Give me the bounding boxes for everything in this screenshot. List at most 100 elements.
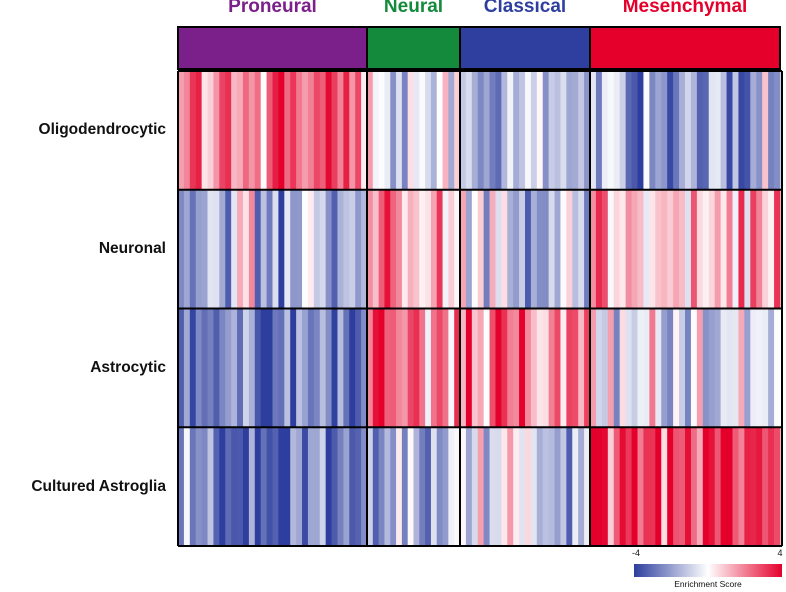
heatmap-cell (536, 71, 544, 190)
heatmap-cell (768, 308, 775, 428)
heatmap-cell (396, 308, 403, 428)
heatmap-cell (601, 308, 609, 428)
heatmap-cell (702, 71, 710, 190)
heatmap-cell (401, 427, 409, 546)
heatmap-cell (425, 308, 432, 428)
heatmap-cell (436, 427, 443, 546)
heatmap-cell (477, 189, 485, 309)
heatmap-cell (471, 427, 479, 546)
heatmap-cell (337, 308, 344, 428)
heatmap-cell (254, 427, 262, 546)
heatmap-cell (213, 427, 220, 546)
subtype-bar-proneural (177, 26, 368, 70)
heatmap-cell (690, 427, 698, 546)
heatmap-cell (696, 189, 704, 309)
heatmap-cell (513, 427, 520, 546)
row-label-astrocytic: Astrocytic (90, 358, 166, 376)
heatmap-cell (313, 71, 321, 190)
heatmap-cell (349, 308, 356, 428)
heatmap-cell (685, 189, 692, 309)
heatmap-cell (554, 189, 561, 309)
heatmap-cell (260, 189, 267, 309)
heatmap-cell (290, 308, 297, 428)
heatmap-cell (302, 308, 309, 428)
heatmap-cell (613, 71, 621, 190)
heatmap-cell (343, 308, 350, 428)
heatmap-cell (419, 427, 426, 546)
heatmap-cell (178, 427, 185, 546)
heatmap-cell (290, 189, 297, 309)
heatmap-cell (685, 308, 692, 428)
heatmap-cell (507, 71, 514, 190)
heatmap-cell (720, 71, 727, 190)
heatmap-cell (744, 189, 751, 309)
heatmap-cell (396, 427, 403, 546)
heatmap-cell (542, 427, 550, 546)
heatmap-cell (242, 308, 250, 428)
heatmap-cell (519, 71, 526, 190)
heatmap-cell (673, 189, 680, 309)
heatmap-cell (679, 71, 686, 190)
heatmap-cell (548, 308, 555, 428)
heatmap-cell (183, 427, 191, 546)
heatmap-cell (572, 308, 579, 428)
heatmap-cell (237, 189, 244, 309)
heatmap-cell (296, 71, 303, 190)
heatmap-cell (465, 189, 473, 309)
heatmap-cell (413, 427, 420, 546)
heatmap-cell (465, 427, 473, 546)
heatmap-cell (726, 71, 733, 190)
heatmap-cell (696, 308, 704, 428)
row-label-cultured-astroglia: Cultured Astroglia (31, 477, 166, 495)
heatmap-cell (590, 189, 597, 309)
heatmap-cell (425, 71, 432, 190)
heatmap-cell (407, 308, 414, 428)
heatmap-cell (361, 308, 368, 428)
heatmap-cell (667, 189, 674, 309)
heatmap-cell (489, 308, 496, 428)
heatmap-cell (195, 71, 203, 190)
heatmap-cell (471, 308, 479, 428)
heatmap-cell (231, 427, 238, 546)
heatmap-cell (489, 71, 496, 190)
heatmap-cell (501, 71, 508, 190)
subtype-label-proneural: Proneural (228, 0, 317, 17)
heatmap-cell (566, 308, 573, 428)
heatmap-cell (372, 71, 380, 190)
heatmap-cell (337, 427, 344, 546)
heatmap-cell (349, 71, 356, 190)
heatmap-cell (325, 189, 332, 309)
heatmap-cell (407, 71, 414, 190)
heatmap-cell (460, 427, 467, 546)
heatmap-cell (213, 308, 220, 428)
heatmap-cell (372, 189, 380, 309)
heatmap-cell (183, 71, 191, 190)
heatmap-cell (367, 308, 374, 428)
heatmap-cell (554, 71, 561, 190)
heatmap-cell (419, 308, 426, 428)
heatmap-cell (756, 189, 763, 309)
heatmap-cell (319, 189, 327, 309)
heatmap-cell (430, 189, 438, 309)
heatmap-cell (454, 71, 461, 190)
heatmap-cell (625, 189, 632, 309)
heatmap-cell (595, 427, 603, 546)
heatmap-cell (284, 427, 291, 546)
heatmap-cell (756, 427, 763, 546)
heatmap-cell (207, 308, 214, 428)
heatmap-cell (726, 189, 733, 309)
heatmap-cell (578, 427, 585, 546)
heatmap-cell (195, 189, 203, 309)
heatmap-cell (237, 71, 244, 190)
heatmap-cell (702, 308, 710, 428)
heatmap-cell (507, 427, 514, 546)
heatmap-cell (519, 308, 526, 428)
heatmap-cell (219, 427, 226, 546)
heatmap-cell (495, 71, 502, 190)
heatmap-cell (702, 189, 710, 309)
heatmap-cell (513, 308, 520, 428)
heatmap-cell (601, 71, 609, 190)
heatmap-cell (655, 427, 662, 546)
heatmap-cell (260, 71, 267, 190)
colorscale-legend-bar (634, 564, 782, 577)
